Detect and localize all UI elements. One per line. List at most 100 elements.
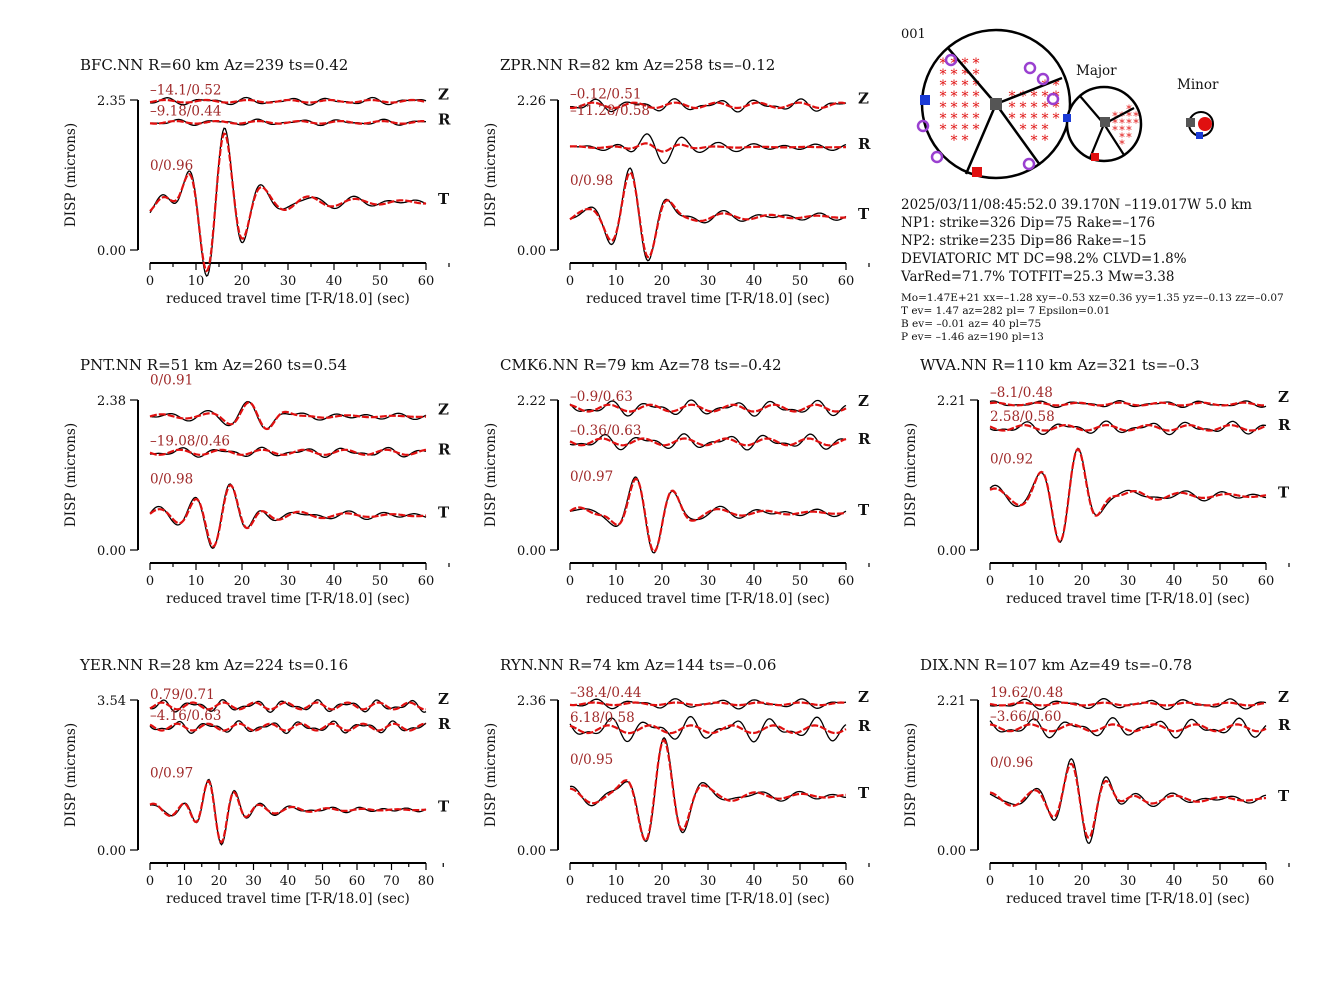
compression-star: * bbox=[962, 111, 969, 127]
x-tick-label: 50 bbox=[792, 274, 809, 289]
synthetic-trace-r bbox=[989, 423, 1267, 432]
compression-star: * bbox=[962, 100, 969, 116]
y-axis-label: DISP (microns) bbox=[903, 723, 919, 827]
minor-beachball bbox=[1186, 111, 1214, 139]
y-tick-label: 0.00 bbox=[97, 244, 126, 259]
main-beachball: * * * ** * * ** * * ** * * ** * * ** * * ** * * ** ** ** * * * ** * *… bbox=[916, 28, 1072, 180]
component-label-t: T bbox=[438, 190, 450, 208]
x-tick-label: 70 bbox=[383, 874, 400, 889]
y-axis-label: DISP (microns) bbox=[483, 723, 499, 827]
component-label-r: R bbox=[858, 135, 871, 153]
component-label-z: Z bbox=[1278, 688, 1289, 706]
event-id: 001 bbox=[901, 27, 926, 42]
polarity-circle bbox=[1046, 92, 1060, 106]
y-tick-label: 0.00 bbox=[97, 844, 126, 859]
compression-star: * bbox=[951, 89, 958, 105]
compression-star: * bbox=[973, 89, 980, 105]
synthetic-trace-z bbox=[989, 401, 1266, 407]
component-label-r: R bbox=[1278, 716, 1291, 734]
x-tick-label: 0 bbox=[986, 574, 994, 589]
panel-title: ZPR.NN R=82 km Az=258 ts=–0.12 bbox=[500, 56, 775, 74]
y-tick-label: 0.00 bbox=[937, 844, 966, 859]
x-tick-label: 60 bbox=[418, 274, 435, 289]
t-eigen-text: T ev= 1.47 az=282 pl= 7 Epsilon=0.01 bbox=[901, 305, 1110, 317]
compression-star: * bbox=[1053, 78, 1060, 94]
compression-star: * bbox=[940, 111, 947, 127]
compression-star: * bbox=[973, 111, 980, 127]
compression-star: * bbox=[1112, 110, 1118, 123]
x-tick-label: 30 bbox=[700, 574, 717, 589]
event-info: 2025/03/11/08:45:52.0 39.170N –119.017W … bbox=[900, 197, 1284, 343]
compression-star: * bbox=[1031, 89, 1038, 105]
component-label-z: Z bbox=[438, 400, 449, 418]
compression-star: * bbox=[1119, 138, 1125, 151]
observed-trace-z bbox=[570, 98, 847, 113]
x-tick-label: 0 bbox=[986, 874, 994, 889]
compression-star: * bbox=[962, 133, 969, 149]
panel-zpr-nn: ZPR.NN R=82 km Az=258 ts=–0.12 2.26 0.00 DI… bbox=[483, 56, 871, 307]
x-tick-label: 30 bbox=[700, 274, 717, 289]
x-tick-label: 30 bbox=[280, 574, 297, 589]
x-tick-label: 20 bbox=[234, 274, 251, 289]
component-label-t: T bbox=[858, 501, 870, 519]
polarity-circles bbox=[916, 53, 1060, 171]
synthetic-trace-r bbox=[149, 722, 427, 732]
x-tick-label: 10 bbox=[176, 874, 193, 889]
x-tick-label: 30 bbox=[280, 274, 297, 289]
x-tick-label: 20 bbox=[654, 574, 671, 589]
x-axis-label: reduced travel time [T-R/18.0] (sec) bbox=[1006, 591, 1250, 607]
compression-star: * bbox=[940, 89, 947, 105]
fit-label-t: 0/0.97 bbox=[150, 766, 193, 782]
compression-star: * bbox=[1020, 89, 1027, 105]
major-b-marker bbox=[1100, 117, 1110, 127]
x-tick-label: 0 bbox=[146, 274, 154, 289]
x-tick-label: 30 bbox=[245, 874, 262, 889]
x-tick-label: 50 bbox=[372, 274, 389, 289]
compression-star: * bbox=[951, 111, 958, 127]
y-tick-label: 0.00 bbox=[517, 844, 546, 859]
compression-star: * bbox=[940, 56, 947, 72]
x-tick-label: 20 bbox=[654, 274, 671, 289]
compression-star: * bbox=[1042, 133, 1049, 149]
fit-label-r: –3.66/0.60 bbox=[990, 709, 1061, 725]
observed-trace-r bbox=[569, 133, 847, 165]
panel-title: DIX.NN R=107 km Az=49 ts=–0.78 bbox=[920, 656, 1192, 674]
component-label-r: R bbox=[438, 110, 451, 128]
y-axis-label: DISP (microns) bbox=[483, 423, 499, 527]
y-axis-label: DISP (microns) bbox=[903, 423, 919, 527]
component-label-t: T bbox=[858, 205, 870, 223]
x-tick-label: 40 bbox=[1166, 574, 1183, 589]
polarity-circle bbox=[944, 53, 958, 67]
y-tick-label: 2.21 bbox=[937, 694, 966, 709]
minor-b-marker bbox=[1186, 118, 1195, 127]
component-label-z: Z bbox=[858, 89, 869, 107]
compression-star: * bbox=[1042, 111, 1049, 127]
y-tick-label: 2.35 bbox=[97, 94, 126, 109]
fit-label-z: –0.12/0.51 bbox=[570, 86, 641, 102]
x-tick-label: 60 bbox=[838, 274, 855, 289]
fit-label-t: 0/0.95 bbox=[570, 752, 613, 768]
compression-star: * bbox=[1020, 111, 1027, 127]
synthetic-trace-z bbox=[569, 101, 847, 110]
deviatoric-text: DEVIATORIC MT DC=98.2% CLVD=1.8% bbox=[901, 251, 1187, 267]
compression-star: * bbox=[973, 78, 980, 94]
compression-star: * bbox=[1119, 124, 1125, 137]
compression-star: * bbox=[962, 56, 969, 72]
fit-label-r: –11.28/0.58 bbox=[570, 103, 650, 119]
compression-star: * bbox=[940, 100, 947, 116]
fit-label-r: –4.16/0.63 bbox=[150, 708, 221, 724]
compression-star: * bbox=[1126, 117, 1132, 130]
b-axis-marker bbox=[990, 98, 1002, 110]
synthetic-trace-z bbox=[989, 701, 1267, 707]
x-tick-label: 30 bbox=[1120, 574, 1137, 589]
fit-label-t: 0/0.96 bbox=[150, 158, 193, 174]
fit-label-r: 6.18/0.58 bbox=[570, 710, 635, 726]
component-label-z: Z bbox=[438, 85, 449, 103]
observed-trace-t bbox=[569, 476, 847, 554]
synthetic-trace-z bbox=[149, 401, 426, 431]
polarity-circle bbox=[1022, 157, 1036, 171]
x-tick-label: 0 bbox=[146, 574, 154, 589]
synthetic-trace-t bbox=[569, 738, 846, 842]
compression-star: * bbox=[951, 100, 958, 116]
